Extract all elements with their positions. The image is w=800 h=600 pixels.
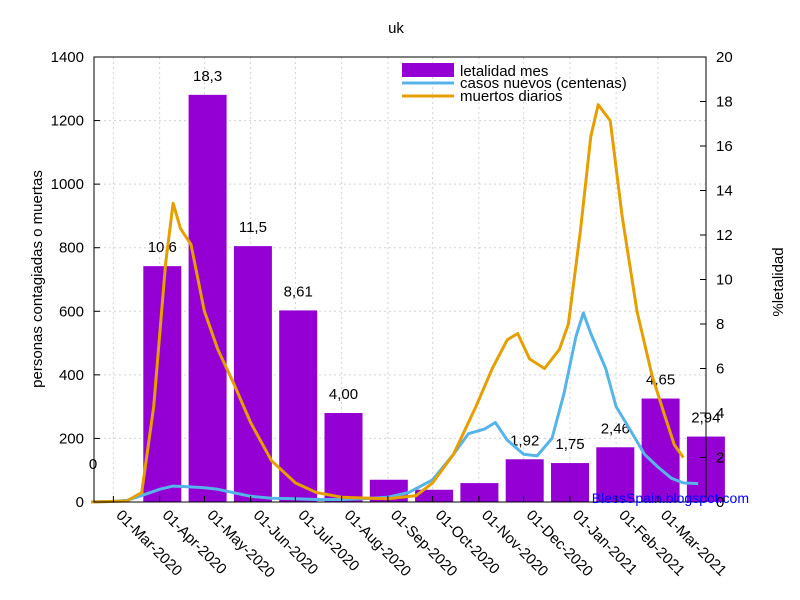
series-lines (90, 103, 699, 504)
chart-title: uk (388, 20, 404, 37)
lethality-bar (279, 310, 318, 502)
muertos-diarios-line (90, 103, 685, 504)
bar-value-label: 1,92 (510, 432, 539, 449)
right-tick-label: 2 (716, 450, 724, 467)
right-axis-ticks: 0 2 4 6 8 10 12 14 16 18 20 (700, 49, 733, 511)
bar-value-label: 2,46 (601, 420, 630, 437)
right-tick-label: 16 (716, 138, 733, 155)
x-axis-ticks: 01-Mar-202001-Apr-202001-May-202001-Jun-… (113, 496, 730, 581)
lethality-bar (188, 94, 227, 502)
right-tick-label: 12 (716, 227, 733, 244)
legend-label-bars: letalidad mes (460, 63, 548, 80)
lethality-bar (641, 398, 680, 502)
lethality-bar (596, 447, 635, 502)
legend-label-casos: casos nuevos (centenas) (460, 75, 627, 92)
left-tick-label: 200 (59, 430, 84, 447)
left-axis-ticks: 0 200 400 600 800 1000 1200 1400 (51, 49, 100, 511)
lethality-bar (233, 246, 272, 502)
right-axis-label: %letalidad (770, 247, 787, 316)
right-tick-label: 20 (716, 49, 733, 66)
left-tick-label: 1000 (51, 176, 84, 193)
bar-value-label: 18,3 (193, 68, 222, 85)
left-tick-label: 400 (59, 367, 84, 384)
right-tick-label: 6 (716, 361, 724, 378)
bar-value-label: 11,5 (239, 219, 267, 236)
left-tick-label: 1200 (51, 113, 84, 130)
lethality-bar (460, 483, 499, 502)
lethality-bar-labels: 010,618,311,58,614,001,92 1,752,464,652,9… (89, 68, 721, 473)
right-tick-label: 10 (716, 272, 733, 289)
right-tick-label: 0 (716, 494, 724, 511)
right-tick-label: 4 (716, 405, 724, 422)
legend-label-muertos: muertos diarios (460, 88, 563, 105)
left-tick-label: 800 (59, 240, 84, 257)
bar-value-label: 8,61 (284, 283, 313, 300)
bar-value-label: 0 (89, 456, 97, 473)
legend: letalidad mes casos nuevos (centenas) mu… (402, 63, 627, 105)
left-tick-label: 1400 (51, 49, 84, 66)
lethality-bar (505, 459, 544, 502)
right-tick-label: 14 (716, 183, 733, 200)
bar-value-label: 1,75 (555, 436, 584, 453)
bar-value-label: 10,6 (148, 239, 177, 256)
left-tick-label: 600 (59, 303, 84, 320)
left-axis-label: personas contagiadas o muertas (29, 170, 46, 388)
lethality-bar (551, 463, 589, 502)
lethality-bar (324, 413, 363, 502)
right-tick-label: 8 (716, 316, 724, 333)
lethality-bar (415, 489, 454, 502)
left-tick-label: 0 (76, 494, 84, 511)
right-tick-label: 18 (716, 94, 733, 111)
bar-value-label: 4,00 (329, 386, 358, 403)
lethality-bars (143, 94, 725, 502)
watermark: BlessSpain.blogspot.com (592, 490, 749, 506)
legend-swatch-bars (402, 63, 454, 77)
